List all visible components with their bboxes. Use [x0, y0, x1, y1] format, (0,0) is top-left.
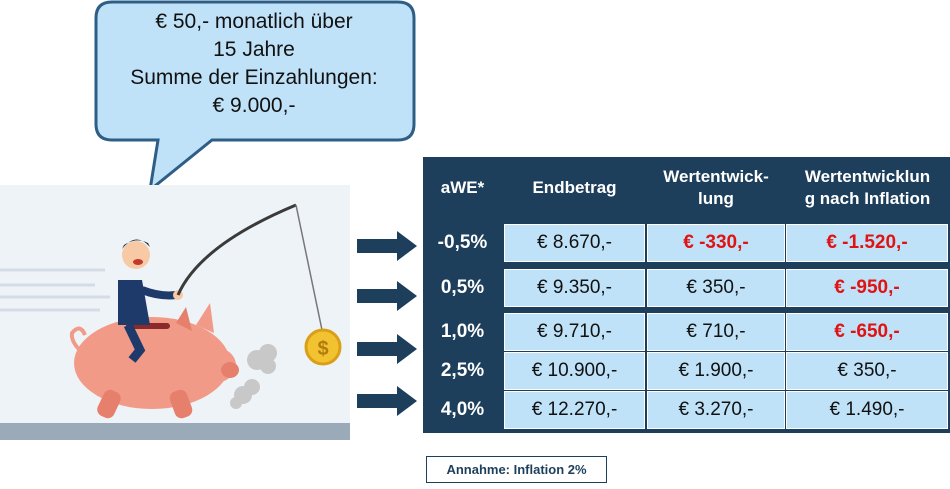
row-awe: -0,5%: [437, 232, 488, 253]
cell-nach-inflation: € 350,-: [786, 352, 948, 390]
row-awe: 0,5%: [440, 277, 485, 298]
cell-endbetrag: € 9.710,-: [504, 313, 645, 351]
row-awe: 1,0%: [440, 321, 485, 342]
svg-text:$: $: [317, 338, 328, 360]
cell-wertentwicklung: € -330,-: [647, 224, 785, 262]
arrow-right-icon: [357, 334, 417, 364]
header-awe-label: aWE*: [440, 178, 485, 197]
header-endbetrag-label: Endbetrag: [532, 178, 617, 197]
speed-lines: [0, 268, 110, 312]
header-wertentwicklung: Wertentwick- lung: [647, 157, 785, 219]
cell-wertentwicklung: € 710,-: [647, 313, 785, 351]
cell-nach-inflation: € -650,-: [786, 313, 948, 351]
cell-endbetrag: € 8.670,-: [504, 224, 645, 262]
header-endbetrag: Endbetrag: [502, 157, 647, 219]
savings-plan-text: € 50,- monatlich über 15 Jahre Summe der…: [96, 8, 412, 120]
cell-wertentwicklung: € 3.270,-: [647, 391, 785, 429]
bubble-line-3: Summe der Einzahlungen:: [130, 66, 378, 89]
arrow-right-icon: [357, 231, 417, 261]
cell-wertentwicklung: € 1.900,-: [647, 352, 785, 390]
header-nach-inflation-line-2: g nach Inflation: [804, 189, 931, 208]
arrow-right-icon: [357, 281, 417, 311]
piggy-bank-illustration: $: [0, 185, 350, 440]
arrow-right-icon: [357, 386, 417, 416]
cell-endbetrag: € 10.900,-: [504, 352, 645, 390]
bubble-line-2: 15 Jahre: [213, 38, 295, 61]
header-wertentwicklung-line-1: Wertentwick-: [663, 167, 769, 186]
header-nach-inflation: Wertentwicklun g nach Inflation: [785, 157, 950, 219]
bubble-line-1: € 50,- monatlich über: [155, 10, 353, 33]
cell-nach-inflation: € 1.490,-: [786, 391, 948, 429]
dust-cloud-icon: [230, 344, 277, 409]
cell-nach-inflation: € -950,-: [786, 269, 948, 307]
header-wertentwicklung-line-2: lung: [698, 189, 734, 208]
cell-wertentwicklung: € 350,-: [647, 269, 785, 307]
header-awe: aWE*: [423, 157, 502, 219]
piggy-bank-icon: [69, 303, 239, 419]
speech-bubble: [94, 0, 416, 194]
dollar-coin-icon: $: [304, 328, 342, 366]
fishing-rod-icon: [176, 203, 323, 331]
row-awe: 4,0%: [440, 399, 485, 420]
assumption-note: Annahme: Inflation 2%: [426, 456, 607, 483]
cell-nach-inflation: € -1.520,-: [786, 224, 948, 262]
businessman-icon: [118, 239, 183, 363]
returns-table: aWE* Endbetrag Wertentwick- lung Wertent…: [423, 157, 950, 433]
header-nach-inflation-line-1: Wertentwicklun: [804, 167, 931, 186]
bubble-line-4: € 9.000,-: [212, 94, 296, 117]
row-awe: 2,5%: [440, 360, 485, 381]
cell-endbetrag: € 9.350,-: [504, 269, 645, 307]
ground: [0, 423, 350, 440]
cell-endbetrag: € 12.270,-: [504, 391, 645, 429]
